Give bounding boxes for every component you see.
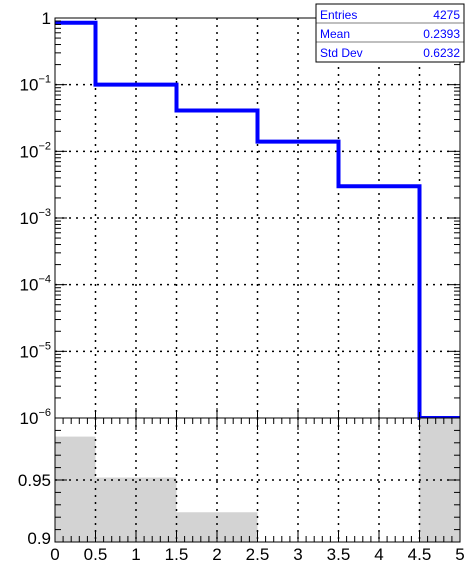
bottom-x-tick-labels: 0 0.5 1 1.5 2 2.5 3 3.5 4 4.5 5 — [50, 545, 464, 564]
bottom-bar-0 — [55, 436, 96, 542]
x-tick-label-9: 4.5 — [408, 545, 432, 564]
top-y-tick-label-6: 10−6 — [20, 407, 51, 428]
top-y-tick-label-3: 10−3 — [20, 207, 51, 228]
x-tick-label-1: 0.5 — [84, 545, 108, 564]
bottom-frame — [54, 417, 461, 543]
top-y-tick-label-2: 10−2 — [20, 140, 51, 161]
x-tick-label-7: 3.5 — [327, 545, 351, 564]
x-tick-label-6: 3 — [293, 545, 302, 564]
top-panel: 1 10−1 10−2 10−3 10−4 10−5 10−6 — [20, 9, 461, 428]
bottom-panel: 0.9 0.95 0 0.5 1 1.5 2 2.5 3 3.5 4 4.5 5 — [18, 417, 465, 564]
stats-label-stddev: Std Dev — [320, 46, 363, 60]
stats-label-mean: Mean — [320, 27, 350, 41]
x-tick-label-0: 0 — [50, 545, 59, 564]
bottom-y-tick-labels: 0.9 0.95 — [18, 471, 51, 548]
x-tick-label-5: 2.5 — [246, 545, 270, 564]
top-y-tick-label-5: 10−5 — [20, 340, 51, 361]
top-y-tick-label-1: 10−1 — [20, 74, 51, 95]
stats-label-entries: Entries — [320, 8, 357, 22]
stats-box: Entries 4275 Mean 0.2393 Std Dev 0.6232 — [315, 3, 465, 63]
x-tick-label-2: 1 — [131, 545, 140, 564]
bottom-grid — [55, 418, 460, 542]
top-y-tick-labels: 1 10−1 10−2 10−3 10−4 10−5 10−6 — [20, 9, 51, 428]
bottom-y-tick-label-0: 0.9 — [27, 529, 51, 548]
top-grid — [55, 18, 460, 418]
bottom-ticks — [54, 417, 461, 543]
bottom-y-tick-label-1: 0.95 — [18, 471, 51, 490]
x-tick-label-3: 1.5 — [165, 545, 189, 564]
top-y-ticks — [54, 20, 461, 419]
stats-value-entries: 4275 — [433, 8, 460, 22]
top-histogram-line — [55, 20, 460, 420]
top-y-tick-label-4: 10−4 — [20, 274, 51, 295]
stats-value-stddev: 0.6232 — [423, 46, 460, 60]
stats-value-mean: 0.2393 — [423, 27, 460, 41]
top-y-tick-label-0: 1 — [42, 9, 51, 28]
x-tick-label-4: 2 — [212, 545, 221, 564]
x-tick-label-8: 4 — [374, 545, 383, 564]
stats-box-frame — [315, 3, 465, 63]
x-tick-label-10: 5 — [455, 545, 464, 564]
